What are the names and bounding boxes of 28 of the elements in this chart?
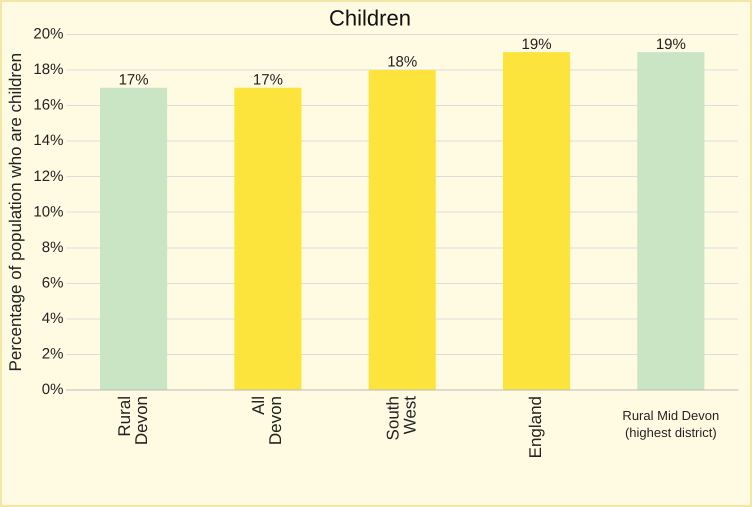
y-tick-label: 20% xyxy=(33,26,64,43)
y-tick-label: 14% xyxy=(33,132,64,150)
bar xyxy=(368,70,436,390)
bar xyxy=(502,52,570,390)
y-tick-label: 2% xyxy=(42,346,64,363)
x-tick-label: Rural Devon xyxy=(114,396,151,446)
data-label: 17% xyxy=(118,71,149,88)
data-label: 19% xyxy=(656,36,686,53)
y-tick-label: 12% xyxy=(33,168,64,185)
x-tick-label: All Devon xyxy=(249,396,286,446)
data-label: 18% xyxy=(387,54,418,71)
bar xyxy=(637,52,704,390)
y-tick-label: 16% xyxy=(33,96,64,114)
y-tick-label: 18% xyxy=(33,61,64,78)
bar xyxy=(100,88,168,390)
y-tick-label: 0% xyxy=(42,381,64,398)
data-label: 19% xyxy=(522,36,552,53)
bar xyxy=(234,88,302,390)
y-tick-label: 8% xyxy=(42,238,64,256)
data-label: 17% xyxy=(252,71,283,88)
x-tick-label: Rural Mid Devon (highest district) xyxy=(622,408,720,440)
y-axis-title: Percentage of population who are children xyxy=(6,52,25,372)
y-tick-label: 10% xyxy=(33,203,64,220)
x-tick-label: South West xyxy=(383,396,420,440)
chart-title: Children xyxy=(329,5,411,30)
y-tick-label: 4% xyxy=(42,310,64,328)
y-tick-label: 6% xyxy=(42,274,64,292)
x-tick-label: England xyxy=(526,396,546,458)
